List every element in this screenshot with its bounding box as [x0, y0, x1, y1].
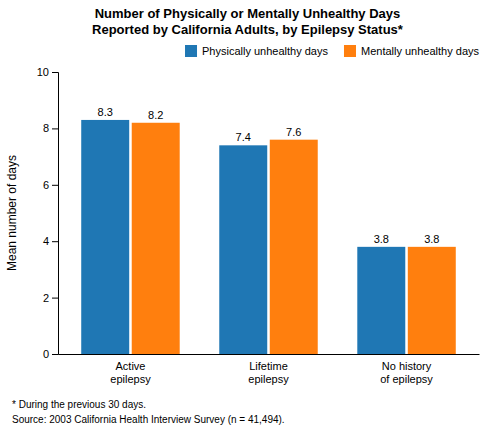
tick-mark: [52, 298, 58, 299]
series: [132, 123, 456, 354]
bar: [132, 123, 180, 354]
bar: [219, 145, 267, 354]
series: [81, 120, 405, 354]
y-axis: 0 2 4 6 8 10: [37, 66, 59, 360]
tick: Lifetimeepilepsy: [248, 360, 289, 385]
tick-mark: [52, 241, 58, 242]
legend-item: Physically unhealthy days: [185, 45, 328, 57]
data-label: 3.8: [424, 233, 439, 245]
tick-label: 10: [37, 66, 49, 78]
tick: 2: [43, 292, 58, 304]
tick-mark: [52, 354, 58, 355]
bar: [81, 120, 129, 354]
legend-label: Mentally unhealthy days: [361, 45, 480, 57]
plot: 0 2 4 6 8 10 Activeepilepsy Lifetimeepilepsy No …: [37, 66, 480, 385]
data-labels: 8.3 7.4 3.8 8.2 7.6 3.8: [98, 106, 440, 245]
title: Number of Physically or Mentally Unhealt…: [92, 6, 404, 37]
data-label: 8.3: [98, 106, 113, 118]
tick-label: 4: [43, 235, 49, 247]
tick-mark: [52, 72, 58, 73]
tick-label: 0: [43, 348, 49, 360]
legend-swatch: [185, 45, 197, 57]
tick: 6: [43, 179, 58, 191]
tick-mark: [52, 185, 58, 186]
tick-label: Lifetimeepilepsy: [248, 360, 289, 385]
tick-label: 6: [43, 179, 49, 191]
tick: 0: [43, 348, 58, 360]
tick: Activeepilepsy: [110, 360, 151, 385]
tick-label: 8: [43, 122, 49, 134]
data-label: 8.2: [148, 109, 163, 121]
bar: [357, 247, 405, 354]
tick: 10: [37, 66, 58, 78]
footnote: * During the previous 30 days.: [12, 399, 146, 410]
axis-line: [52, 73, 59, 355]
axis-title: Mean number of days: [5, 155, 19, 271]
bar: [270, 140, 318, 354]
tick: 8: [43, 122, 58, 134]
x-axis: Activeepilepsy Lifetimeepilepsy No history…: [59, 355, 480, 386]
legend-label: Physically unhealthy days: [202, 45, 328, 57]
data-label: 3.8: [374, 233, 389, 245]
axis-line: [59, 354, 480, 355]
tick-label: Activeepilepsy: [110, 360, 151, 385]
data-label: 7.4: [236, 131, 251, 143]
legend: Physically unhealthy days Mentally unheal…: [185, 45, 479, 57]
tick-label: No historyof epilepsy: [380, 360, 433, 385]
tick-mark: [52, 128, 58, 129]
footnote: Source: 2003 California Health Interview…: [12, 414, 285, 425]
tick-label: 2: [43, 292, 49, 304]
legend-swatch: [344, 45, 356, 57]
tick: 4: [43, 235, 58, 247]
bar: [408, 247, 456, 354]
bars: [81, 120, 456, 354]
legend-item: Mentally unhealthy days: [344, 45, 480, 57]
data-label: 7.6: [286, 126, 301, 138]
chart: Number of Physically or Mentally Unhealt…: [0, 0, 495, 436]
tick: No historyof epilepsy: [380, 360, 433, 385]
